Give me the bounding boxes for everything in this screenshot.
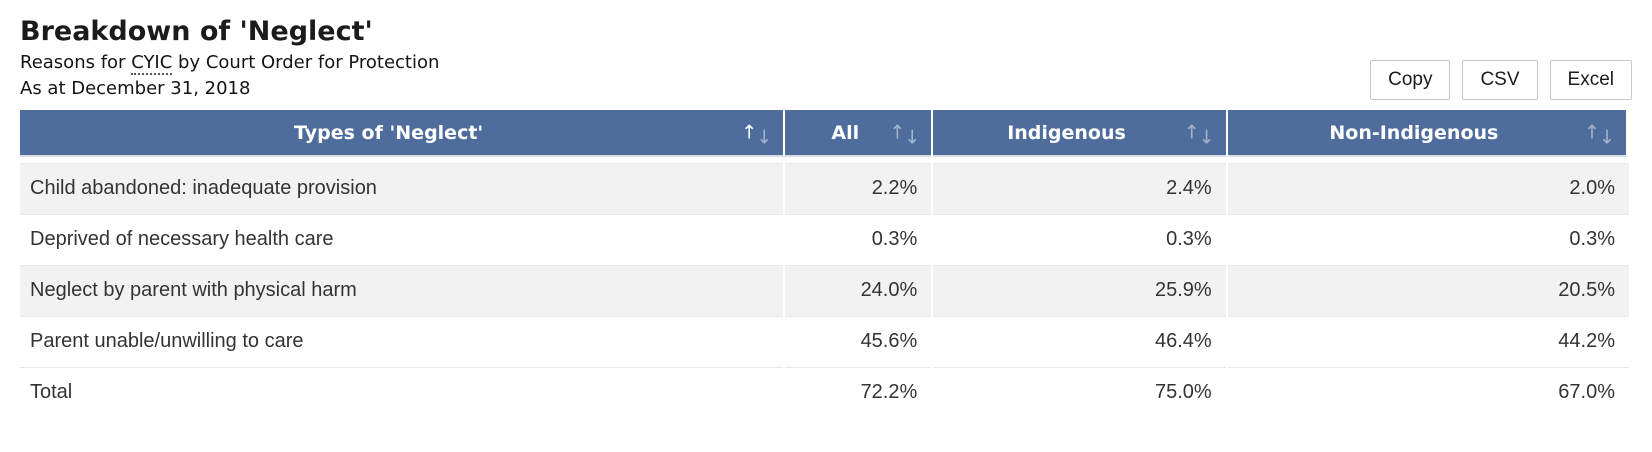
cell-indigenous: 25.9% xyxy=(931,264,1227,316)
sort-descending-icon: ↓ xyxy=(1198,126,1215,148)
cell-indigenous: 2.4% xyxy=(931,162,1227,214)
row-label: Neglect by parent with physical harm xyxy=(20,264,785,316)
column-header-indigenous[interactable]: Indigenous ↑↓ xyxy=(931,110,1227,156)
header-body-divider xyxy=(20,155,1629,163)
cell-all: 2.2% xyxy=(783,162,933,214)
column-header-label: Indigenous xyxy=(1007,121,1126,144)
row-label: Parent unable/unwilling to care xyxy=(20,315,785,367)
subtitle-suffix: by Court Order for Protection xyxy=(172,52,440,73)
column-header-types-of-neglect[interactable]: Types of 'Neglect' ↑↓ xyxy=(20,110,785,156)
page-title: Breakdown of 'Neglect' xyxy=(20,16,373,47)
cell-all: 72.2% xyxy=(783,366,933,418)
cell-indigenous: 46.4% xyxy=(931,315,1227,367)
row-label: Child abandoned: inadequate provision xyxy=(20,162,785,214)
subtitle-line-1: Reasons for CYIC by Court Order for Prot… xyxy=(20,50,1632,76)
excel-button[interactable]: Excel xyxy=(1549,60,1632,100)
cell-all: 45.6% xyxy=(783,315,933,367)
title-block: Breakdown of 'Neglect' Reasons for CYIC … xyxy=(20,14,1632,102)
subtitle-prefix: Reasons for xyxy=(20,52,132,73)
sort-icons: ↑↓ xyxy=(1183,121,1216,147)
cell-all: 0.3% xyxy=(783,213,933,265)
sort-ascending-icon: ↑ xyxy=(741,121,758,143)
table-row: Parent unable/unwilling to care 45.6% 46… xyxy=(20,315,1629,367)
table-row: Child abandoned: inadequate provision 2.… xyxy=(20,162,1629,214)
cell-non-indigenous: 44.2% xyxy=(1225,315,1629,367)
cell-non-indigenous: 0.3% xyxy=(1225,213,1629,265)
cell-non-indigenous: 2.0% xyxy=(1225,162,1629,214)
table-row: Neglect by parent with physical harm 24.… xyxy=(20,264,1629,316)
sort-descending-icon: ↓ xyxy=(756,126,773,148)
cyic-abbr: CYIC xyxy=(131,52,173,75)
subtitle-date-line: As at December 31, 2018 xyxy=(20,78,251,99)
page: Breakdown of 'Neglect' Reasons for CYIC … xyxy=(20,14,1633,418)
export-buttons: Copy CSV Excel xyxy=(1370,60,1632,100)
sort-icons: ↑↓ xyxy=(889,121,921,147)
sort-icons: ↑↓ xyxy=(741,121,773,147)
sort-ascending-icon: ↑ xyxy=(1584,121,1601,143)
table-row-total: Total 72.2% 75.0% 67.0% xyxy=(20,366,1629,418)
cell-indigenous: 75.0% xyxy=(931,366,1227,418)
cell-all: 24.0% xyxy=(783,264,933,316)
csv-button[interactable]: CSV xyxy=(1462,60,1538,100)
neglect-breakdown-table: Types of 'Neglect' ↑↓ All ↑↓ Indigenous … xyxy=(20,110,1633,418)
column-header-label: All xyxy=(831,121,860,144)
column-header-all[interactable]: All ↑↓ xyxy=(783,110,933,156)
table-row: Deprived of necessary health care 0.3% 0… xyxy=(20,213,1629,265)
column-header-non-indigenous[interactable]: Non-Indigenous ↑↓ xyxy=(1225,110,1633,156)
sort-descending-icon: ↓ xyxy=(1599,126,1615,148)
sort-icons: ↑↓ xyxy=(1584,121,1616,147)
row-label: Total xyxy=(20,366,785,418)
copy-button[interactable]: Copy xyxy=(1370,60,1451,100)
column-header-label: Non-Indigenous xyxy=(1329,121,1499,144)
cell-non-indigenous: 67.0% xyxy=(1225,366,1629,418)
cell-indigenous: 0.3% xyxy=(931,213,1227,265)
sort-ascending-icon: ↑ xyxy=(889,121,906,143)
row-label: Deprived of necessary health care xyxy=(20,213,785,265)
table-header-row: Types of 'Neglect' ↑↓ All ↑↓ Indigenous … xyxy=(20,110,1633,156)
cell-non-indigenous: 20.5% xyxy=(1225,264,1629,316)
sort-descending-icon: ↓ xyxy=(904,126,921,148)
column-header-label: Types of 'Neglect' xyxy=(294,121,484,144)
sort-ascending-icon: ↑ xyxy=(1183,121,1200,143)
